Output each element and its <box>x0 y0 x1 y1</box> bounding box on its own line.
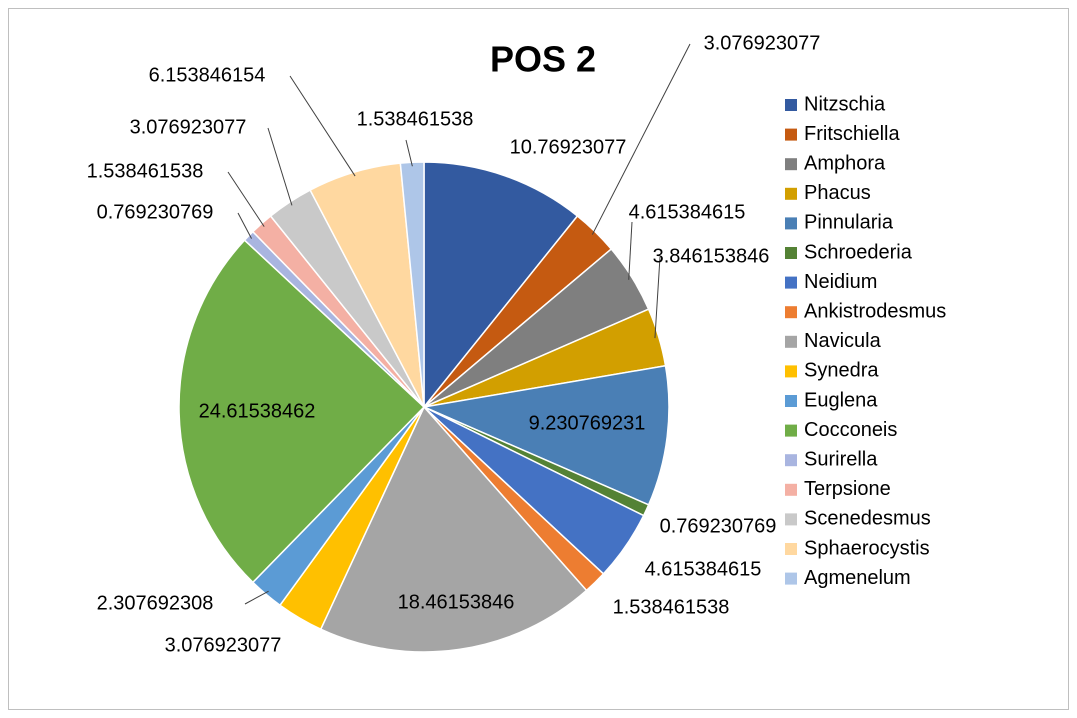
leader-line <box>244 590 269 605</box>
legend-label: Terpsione <box>804 478 891 500</box>
legend-swatch <box>785 335 797 348</box>
legend-swatch <box>785 483 797 496</box>
leader-line <box>591 43 691 235</box>
legend-label: Surirella <box>804 448 878 470</box>
legend-swatch <box>785 128 797 141</box>
data-label: 3.846153846 <box>653 245 770 267</box>
legend-label: Navicula <box>804 330 882 352</box>
leader-line <box>628 221 633 280</box>
legend-label: Scenedesmus <box>804 508 931 530</box>
data-label: 3.076923077 <box>130 116 247 138</box>
legend-label: Amphora <box>804 152 886 174</box>
leader-line <box>654 256 661 339</box>
legend-swatch <box>785 306 797 319</box>
data-label: 10.76923077 <box>510 136 627 158</box>
legend-label: Ankistrodesmus <box>804 300 946 322</box>
leader-line <box>227 171 265 227</box>
data-label: 1.538461538 <box>357 108 474 130</box>
data-label: 6.153846154 <box>149 64 266 86</box>
legend-label: Euglena <box>804 389 878 411</box>
legend-swatch <box>785 247 797 259</box>
data-label: 0.769230769 <box>97 201 214 223</box>
legend-swatch <box>785 543 797 555</box>
leader-line <box>405 139 413 167</box>
legend-swatch <box>785 158 797 171</box>
legend-label: Sphaerocystis <box>804 537 930 559</box>
legend-label: Pinnularia <box>804 212 894 234</box>
data-label: 4.615384615 <box>645 558 762 580</box>
legend-swatch <box>785 395 797 407</box>
legend-swatch <box>785 276 797 289</box>
legend-label: Cocconeis <box>804 419 897 441</box>
data-label: 1.538461538 <box>87 160 204 182</box>
pie-slice <box>423 161 579 410</box>
pie-slice <box>319 405 588 653</box>
legend-swatch <box>785 424 797 437</box>
legend-label: Phacus <box>804 182 871 204</box>
legend-swatch <box>785 513 797 526</box>
data-label: 24.61538462 <box>199 400 316 422</box>
data-label: 18.46153846 <box>398 591 515 613</box>
data-label: 0.769230769 <box>660 515 777 537</box>
legend-swatch <box>785 365 797 378</box>
legend-swatch <box>785 187 797 200</box>
legend-swatch <box>785 454 797 467</box>
chart-title: POS 2 <box>490 39 596 80</box>
legend-label: Schroederia <box>804 241 913 263</box>
data-label: 4.615384615 <box>629 201 746 223</box>
data-label: 1.538461538 <box>613 596 730 618</box>
data-label: 3.076923077 <box>704 32 821 54</box>
leader-line <box>289 75 356 177</box>
legend-swatch <box>785 99 797 111</box>
leader-line <box>267 127 293 206</box>
legend-label: Neidium <box>804 271 877 293</box>
leader-line <box>237 212 252 239</box>
legend-label: Fritschiella <box>804 123 900 145</box>
data-label: 3.076923077 <box>165 634 282 656</box>
legend-swatch <box>785 572 797 585</box>
legend-swatch <box>785 217 797 230</box>
pie-slice <box>399 161 425 408</box>
pie-slice <box>178 239 426 584</box>
data-label: 9.230769231 <box>529 412 646 434</box>
legend-label: Synedra <box>804 360 879 382</box>
pie-slice <box>421 364 670 506</box>
data-label: 2.307692308 <box>97 592 214 614</box>
legend-label: Nitzschia <box>804 93 886 115</box>
legend-label: Agmenelum <box>804 567 911 589</box>
